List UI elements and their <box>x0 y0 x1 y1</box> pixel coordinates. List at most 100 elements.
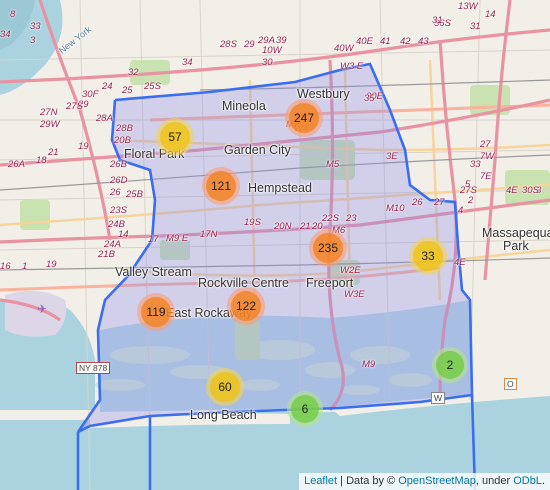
road-label: 14 <box>118 229 129 240</box>
place-label-garden-city: Garden City <box>224 143 291 157</box>
road-label: 32 <box>128 67 139 78</box>
odbl-link[interactable]: ODbL <box>513 475 542 487</box>
openstreetmap-link[interactable]: OpenStreetMap <box>398 475 476 487</box>
road-label: 22S <box>322 213 339 224</box>
road-label: 23S <box>110 205 127 216</box>
road-label: M10 <box>386 203 405 214</box>
road-label: 41 <box>380 36 391 47</box>
cluster-hempstead[interactable]: 121 <box>202 167 240 205</box>
road-label: 17 <box>148 234 159 245</box>
road-label: 14 <box>485 9 496 20</box>
road-label: M5 <box>326 159 340 170</box>
route-shield-w: W <box>431 392 446 404</box>
road-label: 21B <box>98 249 115 260</box>
road-label: 28B <box>116 123 133 134</box>
road-label: 27S <box>460 185 477 196</box>
road-label: 4 <box>458 205 464 216</box>
cluster-massapequa[interactable]: 33 <box>409 237 447 275</box>
place-label-freeport: Freeport <box>306 276 354 290</box>
route-shield-o: O <box>504 378 517 390</box>
road-label: 17N <box>200 229 218 240</box>
road-label: 40E <box>356 36 373 47</box>
place-label-park: Park <box>503 239 529 253</box>
cluster-count: 119 <box>141 297 171 327</box>
road-label: 26B <box>110 159 127 170</box>
road-label: 27S <box>66 101 83 112</box>
map-attribution: Leaflet | Data by © OpenStreetMap, under… <box>299 473 550 490</box>
cluster-count: 60 <box>210 372 240 402</box>
road-label: 27N <box>40 107 58 118</box>
road-label: 33 <box>30 21 41 32</box>
road-label: 29 <box>78 99 89 110</box>
place-label-mineola: Mineola <box>222 99 266 113</box>
road-label: 39 <box>276 35 287 46</box>
road-label: 35 <box>364 93 375 104</box>
cluster-count: 122 <box>231 291 261 321</box>
cluster-jones-beach[interactable]: 2 <box>432 347 468 383</box>
attribution-data-by: | Data by © <box>340 475 396 487</box>
leaflet-link[interactable]: Leaflet <box>304 475 338 487</box>
road-label: 28A <box>96 113 113 124</box>
cluster-freeport[interactable]: 235 <box>309 229 347 267</box>
road-label: 25B <box>126 189 143 200</box>
road-label: 5 <box>465 179 471 190</box>
road-label: W3 E <box>340 61 364 72</box>
road-label: 10W <box>262 45 282 56</box>
road-label: 24B <box>108 219 125 230</box>
road-label: 30E <box>366 91 383 102</box>
cluster-count: 6 <box>291 395 319 423</box>
cluster-count: 235 <box>313 233 343 263</box>
place-label-long-beach: Long Beach <box>190 408 257 422</box>
road-label: 26D <box>110 175 128 186</box>
road-label: 20N <box>274 221 292 232</box>
road-label: 26A <box>8 159 25 170</box>
road-label: 36S <box>434 18 451 29</box>
road-label: 25 <box>122 85 133 96</box>
route-shield-ny878: NY 878 <box>76 362 111 374</box>
place-label-massapequa: Massapequa <box>482 226 550 240</box>
road-label: 3 <box>30 35 36 46</box>
road-label: 26 <box>412 197 423 208</box>
cluster-count: 121 <box>206 171 236 201</box>
road-label: 23 <box>346 213 357 224</box>
cluster-floral-park[interactable]: 57 <box>156 118 194 156</box>
road-label: 42 <box>400 36 411 47</box>
cluster-east-rockaway[interactable]: 119 <box>137 293 175 331</box>
cluster-rockville-centre[interactable]: 122 <box>227 287 265 325</box>
road-label: 7E <box>480 171 492 182</box>
road-label: 40W <box>334 43 354 54</box>
road-label: 3 <box>536 185 542 196</box>
road-label: 2 <box>468 195 474 206</box>
road-label: 31 <box>432 15 443 26</box>
road-label: 43 <box>418 36 429 47</box>
road-label: 8 <box>10 9 16 20</box>
road-label: 7W <box>480 151 495 162</box>
road-label: 33 <box>470 159 481 170</box>
road-label: 24A <box>104 239 121 250</box>
cluster-long-beach-east[interactable]: 6 <box>287 391 323 427</box>
road-label: 28S <box>220 39 237 50</box>
road-label: 19 <box>78 141 89 152</box>
road-label: 19 <box>46 259 57 270</box>
road-label: 31 <box>470 21 481 32</box>
road-label: M9 <box>362 359 376 370</box>
cluster-count: 247 <box>289 103 319 133</box>
road-label: 34 <box>182 57 193 68</box>
road-label: 18 <box>36 155 47 166</box>
cluster-count: 2 <box>436 351 464 379</box>
place-label-hempstead: Hempstead <box>248 181 312 195</box>
cluster-westbury[interactable]: 247 <box>285 99 323 137</box>
cluster-long-beach-west[interactable]: 60 <box>206 368 244 406</box>
road-label: 13W <box>458 1 478 12</box>
road-label: 25S <box>144 81 161 92</box>
road-label: 30S <box>522 185 539 196</box>
road-label: 29 <box>244 39 255 50</box>
road-label: 16 <box>0 261 11 272</box>
road-label: 27 <box>434 197 445 208</box>
attribution-period: . <box>541 475 545 487</box>
road-label: 26 <box>110 187 121 198</box>
road-label: 3E <box>386 151 398 162</box>
road-label: M9 E <box>166 233 189 244</box>
